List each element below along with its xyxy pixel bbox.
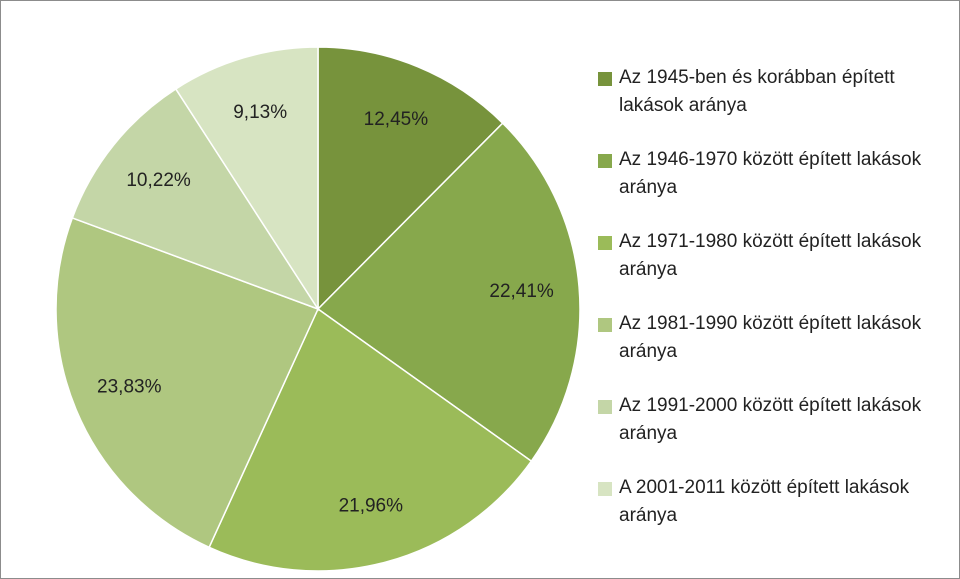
legend-swatch	[598, 400, 612, 414]
legend-label: Az 1946-1970 között épített lakások arán…	[619, 149, 922, 198]
data-label: 23,83%	[97, 376, 162, 397]
legend-entry: Az 1991-2000 között épített lakások arán…	[598, 392, 948, 474]
pie-slice	[174, 46, 319, 312]
legend-label: Az 1991-2000 között épített lakások arán…	[619, 395, 922, 444]
legend-entry: A 2001-2011 között épített lakások arány…	[598, 474, 948, 556]
pie-slice	[55, 216, 320, 549]
pie-slice	[316, 122, 581, 463]
legend-label: Az 1971-1980 között épített lakások arán…	[619, 231, 922, 280]
legend-entry: Az 1971-1980 között épített lakások arán…	[598, 228, 948, 310]
legend-entry: Az 1946-1970 között épített lakások arán…	[598, 146, 948, 228]
legend-label: A 2001-2011 között épített lakások arány…	[619, 477, 910, 526]
legend-entry: Az 1981-1990 között épített lakások arán…	[598, 310, 948, 392]
legend-swatch	[598, 236, 612, 250]
legend-label: Az 1981-1990 között épített lakások arán…	[619, 313, 922, 362]
data-label: 9,13%	[233, 102, 287, 123]
legend-entry: Az 1945-ben és korábban épített lakások …	[598, 64, 948, 146]
legend-swatch	[598, 318, 612, 332]
data-label: 10,22%	[126, 170, 191, 191]
pie-slice	[208, 307, 533, 572]
pie-slice	[317, 46, 504, 311]
data-label: 22,41%	[489, 281, 554, 302]
legend-swatch	[598, 154, 612, 168]
legend-label: Az 1945-ben és korábban épített lakások …	[619, 67, 895, 116]
data-label: 12,45%	[364, 109, 429, 130]
legend-swatch	[598, 482, 612, 496]
legend-swatch	[598, 72, 612, 86]
legend: Az 1945-ben és korábban épített lakások …	[598, 64, 948, 556]
pie-slice	[71, 87, 320, 311]
data-label: 21,96%	[339, 495, 404, 516]
